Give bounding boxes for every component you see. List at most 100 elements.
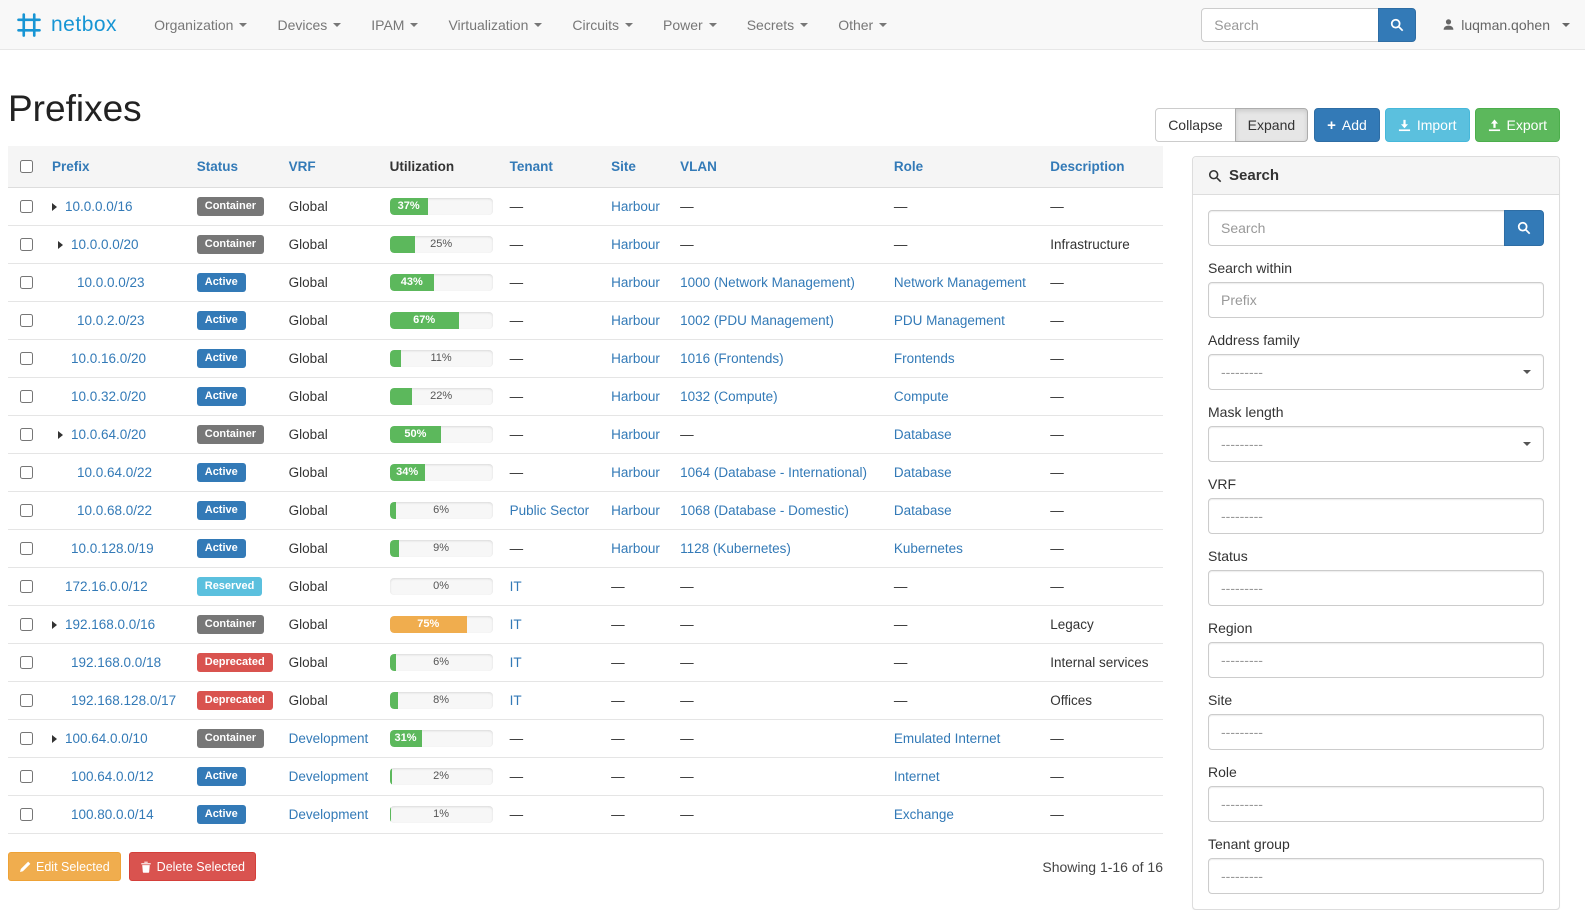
column-header-description[interactable]: Description xyxy=(1042,146,1163,188)
row-checkbox[interactable] xyxy=(20,656,33,669)
prefix-link[interactable]: 100.64.0.0/12 xyxy=(71,769,154,784)
prefix-link[interactable]: 192.168.128.0/17 xyxy=(71,693,177,708)
filter-input-vrf[interactable] xyxy=(1208,498,1544,534)
prefix-link[interactable]: 10.0.32.0/20 xyxy=(71,389,147,404)
role-link[interactable]: Database xyxy=(893,465,952,480)
prefix-link[interactable]: 10.0.0.0/20 xyxy=(71,237,139,252)
nav-menu-other[interactable]: Other xyxy=(823,0,902,49)
vlan-link[interactable]: 1032 (Compute) xyxy=(680,389,778,404)
prefix-link[interactable]: 192.168.0.0/16 xyxy=(65,617,156,632)
role-link[interactable]: Network Management xyxy=(893,275,1026,290)
collapse-button[interactable]: Collapse xyxy=(1155,108,1236,142)
site-link[interactable]: Harbour xyxy=(611,199,660,214)
role-link[interactable]: Exchange xyxy=(893,807,954,822)
site-link[interactable]: Harbour xyxy=(611,275,660,290)
row-checkbox[interactable] xyxy=(20,352,33,365)
role-link[interactable]: Frontends xyxy=(893,351,955,366)
vlan-link[interactable]: 1016 (Frontends) xyxy=(680,351,784,366)
column-header-prefix[interactable]: Prefix xyxy=(44,146,189,188)
prefix-link[interactable]: 10.0.128.0/19 xyxy=(71,541,154,556)
prefix-link[interactable]: 10.0.64.0/22 xyxy=(77,465,153,480)
prefix-link[interactable]: 192.168.0.0/18 xyxy=(71,655,162,670)
row-checkbox[interactable] xyxy=(20,466,33,479)
vrf-link[interactable]: Development xyxy=(288,731,369,746)
expand-button[interactable]: Expand xyxy=(1234,108,1309,142)
prefix-link[interactable]: 10.0.0.0/16 xyxy=(65,199,133,214)
row-checkbox[interactable] xyxy=(20,314,33,327)
site-link[interactable]: Harbour xyxy=(611,351,660,366)
site-link[interactable]: Harbour xyxy=(611,237,660,252)
filter-input-role[interactable] xyxy=(1208,786,1544,822)
nav-menu-ipam[interactable]: IPAM xyxy=(356,0,433,49)
nav-menu-power[interactable]: Power xyxy=(648,0,732,49)
export-button[interactable]: Export xyxy=(1474,108,1560,142)
filter-input-status[interactable] xyxy=(1208,570,1544,606)
nav-menu-virtualization[interactable]: Virtualization xyxy=(433,0,557,49)
role-link[interactable]: Database xyxy=(893,503,952,518)
import-button[interactable]: Import xyxy=(1384,108,1470,142)
prefix-link[interactable]: 10.0.64.0/20 xyxy=(71,427,147,442)
nav-menu-circuits[interactable]: Circuits xyxy=(557,0,648,49)
row-checkbox[interactable] xyxy=(20,390,33,403)
column-header-status[interactable]: Status xyxy=(188,146,281,188)
role-link[interactable]: Kubernetes xyxy=(893,541,963,556)
column-header-tenant[interactable]: Tenant xyxy=(501,146,604,188)
row-checkbox[interactable] xyxy=(20,238,33,251)
prefix-link[interactable]: 10.0.16.0/20 xyxy=(71,351,147,366)
tenant-link[interactable]: Public Sector xyxy=(509,503,590,518)
vrf-link[interactable]: Development xyxy=(288,769,369,784)
row-checkbox[interactable] xyxy=(20,808,33,821)
row-checkbox[interactable] xyxy=(20,428,33,441)
row-checkbox[interactable] xyxy=(20,276,33,289)
prefix-link[interactable]: 100.80.0.0/14 xyxy=(71,807,154,822)
vlan-link[interactable]: 1064 (Database - International) xyxy=(680,465,867,480)
column-header-vrf[interactable]: VRF xyxy=(280,146,382,188)
prefix-link[interactable]: 10.0.68.0/22 xyxy=(77,503,153,518)
site-link[interactable]: Harbour xyxy=(611,503,660,518)
vlan-link[interactable]: 1000 (Network Management) xyxy=(680,275,855,290)
global-search-button[interactable] xyxy=(1378,7,1417,42)
filter-search-input[interactable] xyxy=(1208,210,1505,246)
nav-menu-secrets[interactable]: Secrets xyxy=(732,0,823,49)
vlan-link[interactable]: 1128 (Kubernetes) xyxy=(680,541,791,556)
filter-input-region[interactable] xyxy=(1208,642,1544,678)
select-all-checkbox[interactable] xyxy=(20,160,33,173)
vlan-link[interactable]: 1002 (PDU Management) xyxy=(680,313,834,328)
row-checkbox[interactable] xyxy=(20,770,33,783)
edit-selected-button[interactable]: Edit Selected xyxy=(8,852,121,881)
role-link[interactable]: Internet xyxy=(893,769,940,784)
filter-input-search-within[interactable] xyxy=(1208,282,1544,318)
row-checkbox[interactable] xyxy=(20,694,33,707)
column-header-vlan[interactable]: VLAN xyxy=(672,146,886,188)
nav-menu-organization[interactable]: Organization xyxy=(139,0,262,49)
nav-menu-devices[interactable]: Devices xyxy=(262,0,356,49)
prefix-link[interactable]: 172.16.0.0/12 xyxy=(65,579,148,594)
column-header-role[interactable]: Role xyxy=(885,146,1043,188)
site-link[interactable]: Harbour xyxy=(611,465,660,480)
prefix-link[interactable]: 10.0.0.0/23 xyxy=(77,275,145,290)
delete-selected-button[interactable]: Delete Selected xyxy=(128,852,256,881)
vrf-link[interactable]: Development xyxy=(288,807,369,822)
site-link[interactable]: Harbour xyxy=(611,427,660,442)
filter-input-tenant-group[interactable] xyxy=(1208,858,1544,894)
netbox-brand[interactable]: netbox xyxy=(15,11,117,39)
global-search-input[interactable] xyxy=(1201,7,1380,42)
row-checkbox[interactable] xyxy=(20,542,33,555)
tenant-link[interactable]: IT xyxy=(509,655,522,670)
tenant-link[interactable]: IT xyxy=(509,693,522,708)
row-checkbox[interactable] xyxy=(20,580,33,593)
user-menu[interactable]: luqman.qohen xyxy=(1442,17,1570,33)
role-link[interactable]: Compute xyxy=(893,389,949,404)
role-link[interactable]: Database xyxy=(893,427,952,442)
tenant-link[interactable]: IT xyxy=(509,579,522,594)
prefix-link[interactable]: 10.0.2.0/23 xyxy=(77,313,145,328)
filter-select-address-family[interactable]: --------- xyxy=(1208,354,1544,390)
row-checkbox[interactable] xyxy=(20,618,33,631)
row-checkbox[interactable] xyxy=(20,504,33,517)
filter-select-mask-length[interactable]: --------- xyxy=(1208,426,1544,462)
filter-search-button[interactable] xyxy=(1504,210,1544,246)
row-checkbox[interactable] xyxy=(20,732,33,745)
site-link[interactable]: Harbour xyxy=(611,313,660,328)
role-link[interactable]: PDU Management xyxy=(893,313,1005,328)
site-link[interactable]: Harbour xyxy=(611,541,660,556)
